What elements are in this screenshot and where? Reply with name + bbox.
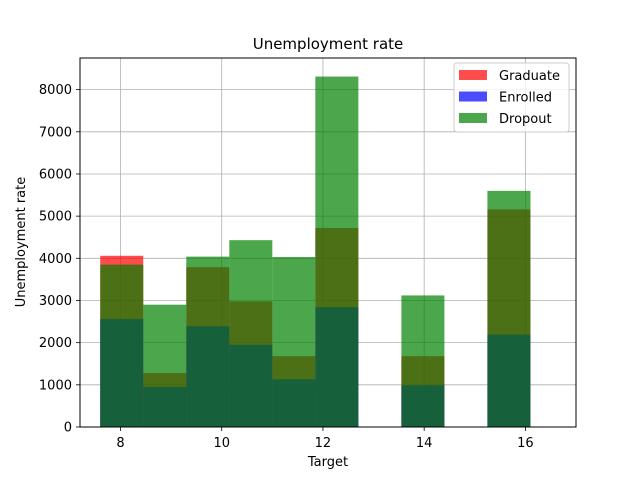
- x-tick-label: 8: [116, 436, 124, 451]
- bar-dropout: [315, 76, 359, 428]
- bar-dropout: [100, 264, 144, 427]
- plot-frame: [79, 57, 577, 428]
- x-tick-label: 10: [213, 436, 230, 451]
- x-tick-label: 12: [315, 436, 332, 451]
- y-tick-label: 7000: [39, 125, 72, 140]
- bar-dropout: [186, 256, 230, 427]
- x-tick-label: 14: [416, 436, 433, 451]
- y-tick-label: 6000: [39, 167, 72, 182]
- bar-dropout: [487, 190, 531, 427]
- legend-label-graduate: Graduate: [499, 69, 560, 84]
- x-axis-label: Target: [307, 455, 348, 470]
- bar-dropout: [272, 257, 316, 427]
- bar-dropout: [401, 295, 445, 427]
- x-tick-label: 16: [517, 436, 534, 451]
- y-axis-label: Unemployment rate: [14, 177, 29, 307]
- axis-ticks: 8 10 12 14 16 0 1000 2000 3000 4000 5000 6000 7000 80…: [39, 83, 534, 451]
- y-tick-label: 8000: [39, 83, 72, 98]
- legend-label-enrolled: Enrolled: [499, 91, 552, 106]
- legend-swatch-dropout: [459, 113, 487, 123]
- y-tick-label: 1000: [39, 378, 72, 393]
- legend: Graduate Enrolled Dropout: [453, 62, 570, 133]
- y-tick-label: 2000: [39, 336, 72, 351]
- y-tick-label: 5000: [39, 210, 72, 225]
- bar-dropout: [229, 240, 273, 427]
- y-tick-label: 3000: [39, 294, 72, 309]
- legend-label-dropout: Dropout: [499, 112, 552, 127]
- y-tick-label: 0: [64, 421, 72, 436]
- legend-swatch-graduate: [459, 70, 487, 80]
- plot-bars: [100, 76, 531, 428]
- y-tick-label: 4000: [39, 252, 72, 267]
- bar-dropout: [143, 304, 187, 427]
- legend-swatch-enrolled: [459, 91, 487, 102]
- chart-title: Unemployment rate: [253, 35, 404, 53]
